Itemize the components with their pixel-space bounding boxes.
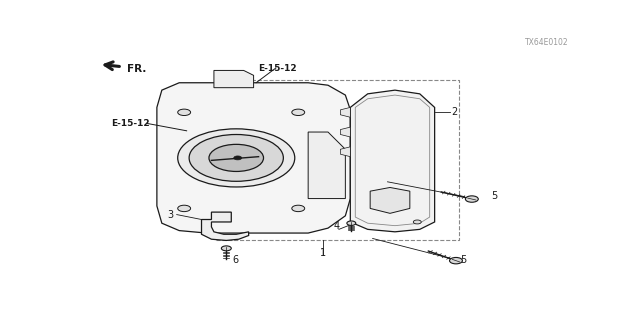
Circle shape <box>221 246 231 251</box>
Text: 2: 2 <box>451 107 457 117</box>
Text: 5: 5 <box>460 255 466 265</box>
Polygon shape <box>157 83 350 233</box>
Text: E-15-12: E-15-12 <box>259 64 297 73</box>
Text: 6: 6 <box>233 255 239 265</box>
Circle shape <box>178 205 191 212</box>
Text: 4: 4 <box>334 220 340 231</box>
Polygon shape <box>350 90 435 232</box>
Text: E-15-12: E-15-12 <box>111 119 149 128</box>
Circle shape <box>292 205 305 212</box>
Text: 1: 1 <box>320 248 326 258</box>
Circle shape <box>292 109 305 116</box>
Polygon shape <box>340 147 350 157</box>
Circle shape <box>178 109 191 116</box>
Circle shape <box>178 129 295 187</box>
Text: FR.: FR. <box>127 64 147 74</box>
Polygon shape <box>340 127 350 137</box>
Text: 3: 3 <box>167 210 173 220</box>
Polygon shape <box>340 108 350 117</box>
Text: 5: 5 <box>492 191 498 201</box>
Circle shape <box>413 220 421 224</box>
Circle shape <box>189 134 284 181</box>
Circle shape <box>465 196 478 202</box>
Polygon shape <box>214 70 253 88</box>
Polygon shape <box>370 188 410 213</box>
Circle shape <box>449 258 463 264</box>
Polygon shape <box>202 212 249 240</box>
Circle shape <box>234 156 242 160</box>
Circle shape <box>347 221 356 225</box>
Text: TX64E0102: TX64E0102 <box>525 38 568 47</box>
Circle shape <box>209 144 264 172</box>
Polygon shape <box>308 132 346 198</box>
